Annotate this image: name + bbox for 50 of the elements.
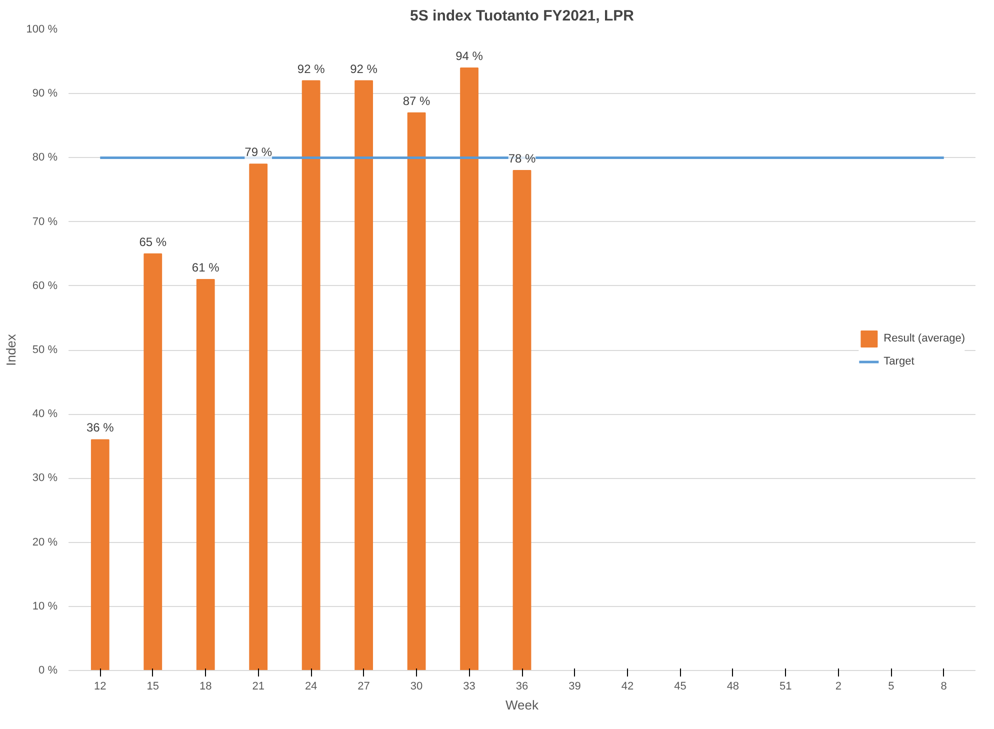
data-label: 87 % (402, 94, 431, 108)
y-tick-label: 10 % (32, 600, 58, 612)
bar (354, 80, 374, 670)
y-tick-label: 20 % (32, 536, 58, 548)
y-axis-title: Index (3, 334, 18, 366)
x-tick-label: 12 (94, 680, 106, 692)
x-tick-label: 8 (940, 680, 947, 692)
y-tick-label: 100 % (26, 24, 58, 36)
bar (407, 112, 426, 670)
y-tick-label: 30 % (32, 472, 58, 484)
data-label: 79 % (244, 145, 272, 160)
x-tick-label: 51 (780, 680, 792, 692)
x-tick-label: 42 (621, 680, 634, 692)
data-label: 92 % (297, 62, 326, 76)
data-label: 94 % (456, 48, 484, 63)
x-tick-label: 45 (674, 680, 686, 692)
legend-label: Target (884, 355, 914, 367)
data-label: 92 % (350, 62, 378, 76)
x-tick-label: 48 (726, 680, 740, 692)
bar (512, 170, 532, 670)
x-tick-label: 27 (358, 680, 370, 692)
legend-label: Result (average) (884, 332, 965, 344)
bar (249, 164, 268, 670)
y-tick-label: 60 % (32, 280, 58, 292)
y-tick-label: 90 % (32, 88, 58, 100)
x-tick-label: 5 (888, 680, 894, 692)
y-tick-label: 50 % (32, 344, 58, 356)
x-tick-label: 15 (146, 680, 160, 692)
data-label: 65 % (139, 234, 167, 249)
bar (302, 80, 320, 670)
x-tick-label: 36 (516, 680, 528, 692)
x-axis-title: Week (506, 698, 539, 712)
x-tick-label: 2 (835, 680, 842, 692)
x-tick-label: 18 (199, 680, 212, 692)
x-tick-label: 33 (463, 680, 476, 692)
x-tick-label: 24 (304, 680, 318, 692)
y-tick-label: 40 % (32, 408, 58, 420)
bar (144, 253, 162, 670)
bar (90, 439, 110, 670)
bar (460, 67, 478, 670)
bar (196, 278, 215, 670)
x-tick-label: 21 (252, 680, 264, 692)
y-tick-label: 70 % (32, 216, 58, 228)
x-tick-label: 39 (568, 680, 581, 692)
y-tick-label: 0 % (38, 664, 58, 676)
y-tick-label: 80 % (32, 152, 58, 164)
data-label: 36 % (86, 420, 114, 435)
chart-title: 5S index Tuotanto FY2021, LPR (410, 8, 634, 24)
x-tick-label: 30 (410, 680, 423, 692)
data-label: 61 % (192, 260, 220, 274)
